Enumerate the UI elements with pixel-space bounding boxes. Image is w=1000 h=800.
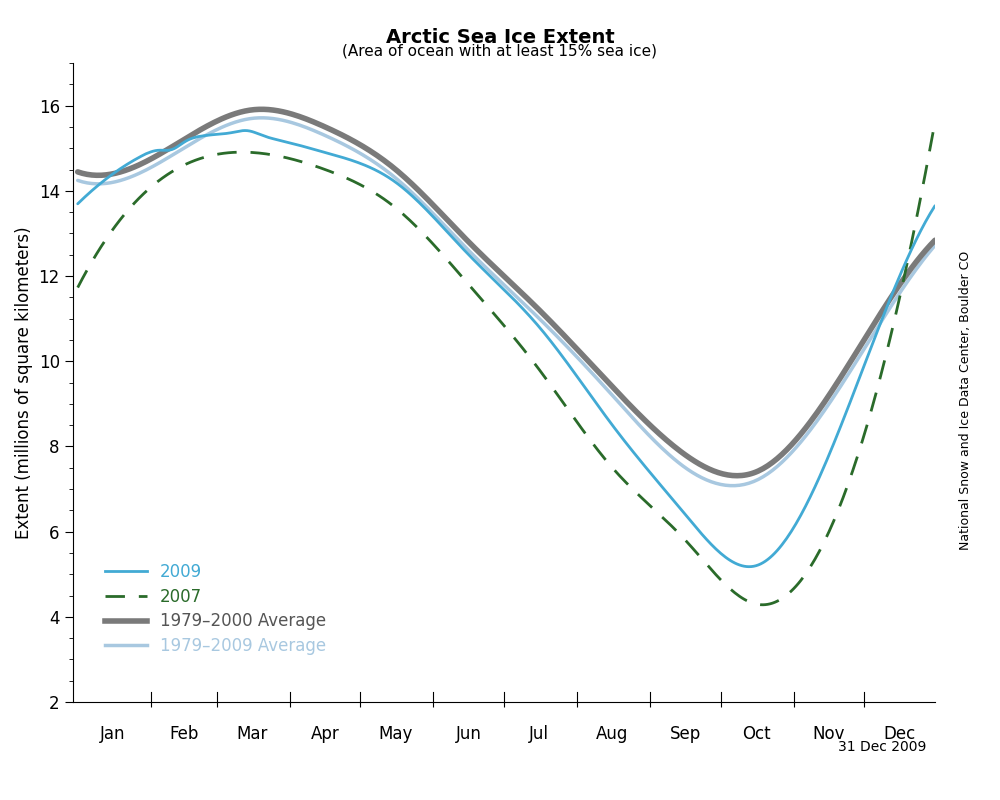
- Text: Sep: Sep: [670, 726, 701, 743]
- Text: May: May: [378, 726, 413, 743]
- Text: Arctic Sea Ice Extent: Arctic Sea Ice Extent: [386, 28, 614, 47]
- Text: Jun: Jun: [456, 726, 482, 743]
- Text: National Snow and Ice Data Center, Boulder CO: National Snow and Ice Data Center, Bould…: [958, 250, 972, 550]
- Text: Oct: Oct: [742, 726, 770, 743]
- Text: Nov: Nov: [813, 726, 845, 743]
- Text: Apr: Apr: [311, 726, 339, 743]
- Text: Jan: Jan: [100, 726, 126, 743]
- Text: (Area of ocean with at least 15% sea ice): (Area of ocean with at least 15% sea ice…: [342, 44, 658, 59]
- Text: Aug: Aug: [596, 726, 629, 743]
- Legend: 2009, 2007, 1979–2000 Average, 1979–2009 Average: 2009, 2007, 1979–2000 Average, 1979–2009…: [99, 557, 333, 662]
- Text: Dec: Dec: [884, 726, 916, 743]
- Text: Jul: Jul: [529, 726, 549, 743]
- Text: Feb: Feb: [169, 726, 198, 743]
- Y-axis label: Extent (millions of square kilometers): Extent (millions of square kilometers): [15, 226, 33, 539]
- Text: Mar: Mar: [236, 726, 268, 743]
- Text: 31 Dec 2009: 31 Dec 2009: [838, 740, 926, 754]
